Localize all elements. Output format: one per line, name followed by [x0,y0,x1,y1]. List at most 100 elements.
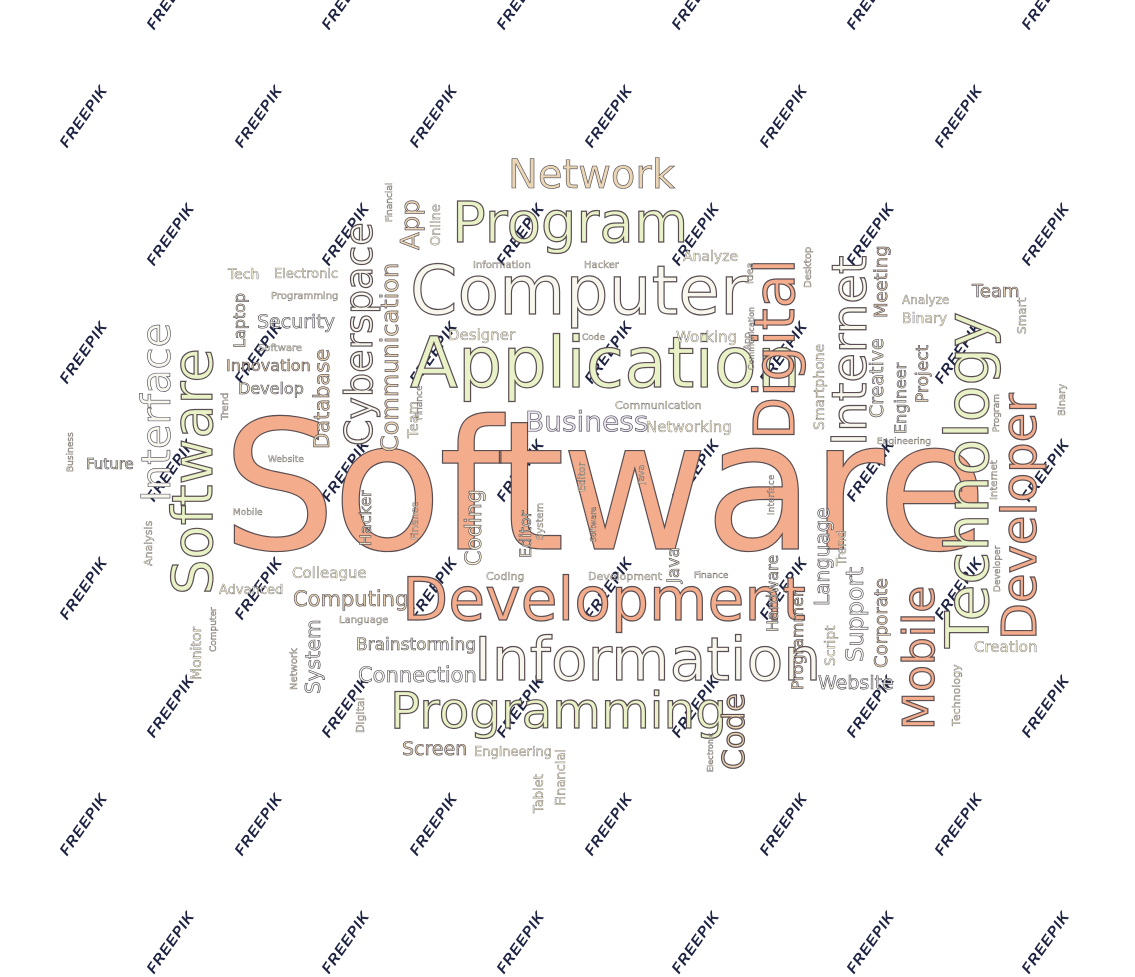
word-security: Security [257,311,336,333]
word-network-small: Network [289,648,300,690]
word-software: Software [221,383,988,592]
word-language: Language [810,507,835,606]
word-editor: Editor [516,510,536,558]
word-hacker: Hacker [356,490,376,546]
word-analyze-right: Analyze [902,293,950,307]
word-technology-small: Technology [950,664,963,726]
word-creative: Creative [866,338,889,418]
word-developer: Developer [991,393,1048,641]
word-finance-vertical: Finance [410,501,421,541]
word-innovation: Innovation [226,356,311,375]
word-binary-right: Binary [902,311,947,327]
word-network: Network [508,152,676,198]
word-coding-small: Coding [486,570,525,583]
word-tablet: Tablet [532,774,547,813]
word-advanced: Advanced [219,583,284,598]
word-editor-small: Editor [577,462,588,492]
word-computer: Computer [409,252,749,331]
word-brainstorming: Brainstorming [356,635,477,655]
word-corporate: Corporate [871,578,893,669]
word-interface: Interface [134,322,181,503]
word-computer-small: Computer [209,607,219,652]
word-smart: Smart [1015,297,1029,335]
word-system: System [301,619,326,694]
word-engineering: Engineering [474,745,552,760]
word-creation: Creation [974,638,1038,656]
word-development: Development [401,565,806,635]
word-digital-small: Digital [354,697,367,733]
word-computing: Computing [293,587,409,611]
word-finance-left: Finance [415,385,425,420]
word-programmer: Programmer [788,590,808,690]
word-coding: Coding [462,489,488,566]
word-monitor: Monitor [189,626,205,681]
word-software-tiny: Software [589,506,598,543]
word-hardware: Hardware [763,554,783,632]
word-application: Application [409,322,802,404]
word-developer-small: Developer [993,545,1003,593]
word-analyze: Analyze [683,249,739,265]
word-database: Database [310,348,335,449]
word-cyberspace: Cyberspace [336,222,381,447]
word-binary-small: Binary [1057,383,1068,416]
word-engineering-small: Engineering [877,437,931,447]
word-analysis: Analysis [142,520,155,567]
word-code-small: Code [582,333,606,343]
word-project: Project [913,344,934,404]
word-business-small: Business [66,432,76,472]
word-tech: Tech [228,267,260,283]
word-website-small: Website [268,455,304,465]
word-trend: Trend [835,530,850,566]
word-connection: Connection [358,663,477,687]
word-java: Java [664,547,685,584]
word-mobile: Mobile [893,585,945,731]
word-smartphone: Smartphone [812,343,828,430]
word-online: Online [429,204,444,246]
word-electronic-small: Electronic [706,732,715,772]
word-communication-vertical: Communication [376,262,405,453]
word-screen: Screen [402,738,468,760]
word-idea: Idea [745,262,756,284]
word-trend-small: Trend [220,392,231,420]
word-programming-small: Programming [271,291,339,302]
word-mobile-small: Mobile [233,508,263,518]
word-code: Code [716,693,752,771]
word-team-right: Team [972,281,1020,302]
word-electronic: Electronic [274,267,339,282]
word-networking: Networking [646,418,732,436]
word-information: Information [473,625,822,695]
word-program-small: Program [992,394,1002,432]
word-interface-small: Interface [767,474,777,516]
word-website: Website [818,672,894,694]
word-colleague: Colleague [292,564,367,582]
word-desktop: Desktop [803,246,814,289]
word-java-small: Java [637,464,647,484]
word-app-small: App [743,332,753,350]
word-financial: Financial [554,749,569,806]
word-software-small: Software [258,343,303,354]
word-program: Program [451,191,689,256]
word-communication: Communication [615,399,702,412]
word-programming: Programming [389,682,727,740]
word-support: Support [841,567,870,662]
word-system-small: System [535,502,546,541]
word-laptop: Laptop [230,292,250,349]
word-digital: Digital [742,258,808,441]
word-information-small: Information [473,260,531,271]
word-language-small: Language [339,615,389,626]
word-develop: Develop [238,379,304,398]
word-engineer: Engineer [891,362,911,434]
word-development-small: Development [588,570,663,583]
word-meeting: Meeting [871,245,893,318]
word-script: Script [823,625,839,666]
word-financial-small: Financial [385,182,395,222]
word-business: Business [525,405,649,438]
word-hacker-small: Hacker [584,260,619,271]
word-internet-small: Internet [989,460,1000,500]
word-working: Working [676,328,738,346]
word-designer: Designer [448,326,516,344]
word-finance-small: Finance [694,571,729,581]
word-app: App [396,199,427,250]
word-future: Future [86,455,134,473]
